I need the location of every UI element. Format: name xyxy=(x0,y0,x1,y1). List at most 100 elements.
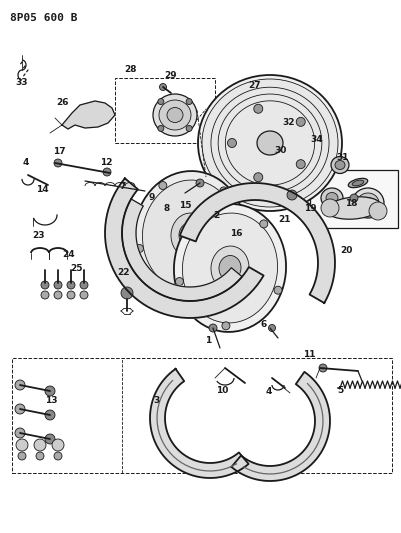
Text: 2: 2 xyxy=(213,212,220,220)
Circle shape xyxy=(175,278,183,286)
Circle shape xyxy=(234,253,242,261)
Ellipse shape xyxy=(142,180,237,290)
Ellipse shape xyxy=(326,192,338,204)
Circle shape xyxy=(15,428,25,438)
Polygon shape xyxy=(180,183,335,303)
Text: 7: 7 xyxy=(119,182,126,191)
Circle shape xyxy=(227,139,237,148)
Ellipse shape xyxy=(257,131,283,155)
Ellipse shape xyxy=(159,100,191,130)
Polygon shape xyxy=(122,199,242,301)
Text: 1: 1 xyxy=(205,336,212,344)
Text: 12: 12 xyxy=(100,158,113,167)
Text: 34: 34 xyxy=(310,135,323,144)
Circle shape xyxy=(186,99,192,104)
Circle shape xyxy=(274,286,282,294)
Text: 29: 29 xyxy=(164,71,177,80)
Circle shape xyxy=(254,173,263,182)
Circle shape xyxy=(287,190,297,200)
Circle shape xyxy=(80,291,88,299)
Ellipse shape xyxy=(352,188,384,218)
Bar xyxy=(115,78,215,143)
Circle shape xyxy=(41,281,49,289)
Circle shape xyxy=(15,404,25,414)
Text: 4: 4 xyxy=(23,158,29,167)
Text: 14: 14 xyxy=(36,185,49,193)
Text: 17: 17 xyxy=(53,147,66,156)
Circle shape xyxy=(136,245,144,253)
Text: 23: 23 xyxy=(32,231,45,240)
Ellipse shape xyxy=(202,79,338,207)
Circle shape xyxy=(80,281,88,289)
Circle shape xyxy=(15,380,25,390)
Bar xyxy=(310,170,398,228)
Circle shape xyxy=(350,194,358,202)
Bar xyxy=(12,358,392,473)
Text: 26: 26 xyxy=(56,98,69,107)
Circle shape xyxy=(121,287,133,299)
Polygon shape xyxy=(105,179,263,318)
Text: 10: 10 xyxy=(217,386,229,394)
Circle shape xyxy=(34,439,46,451)
Text: 27: 27 xyxy=(248,81,261,90)
Ellipse shape xyxy=(167,108,183,123)
Circle shape xyxy=(260,220,268,228)
Circle shape xyxy=(54,159,62,167)
Circle shape xyxy=(158,125,164,132)
Text: 25: 25 xyxy=(71,264,83,272)
Text: 5: 5 xyxy=(337,386,343,394)
Ellipse shape xyxy=(153,94,197,136)
Ellipse shape xyxy=(326,197,381,219)
Text: 16: 16 xyxy=(230,229,243,238)
Text: 33: 33 xyxy=(16,78,28,87)
Text: 32: 32 xyxy=(282,118,295,127)
Ellipse shape xyxy=(219,255,241,280)
Circle shape xyxy=(199,215,207,223)
Circle shape xyxy=(186,125,192,132)
Circle shape xyxy=(159,182,167,190)
Text: 30: 30 xyxy=(275,146,287,155)
Circle shape xyxy=(54,452,62,460)
Text: 28: 28 xyxy=(124,65,137,74)
Circle shape xyxy=(67,291,75,299)
Ellipse shape xyxy=(174,204,286,332)
Ellipse shape xyxy=(352,180,364,186)
Text: 13: 13 xyxy=(45,397,58,405)
Ellipse shape xyxy=(198,75,342,211)
Circle shape xyxy=(269,325,275,332)
Circle shape xyxy=(296,160,305,168)
Text: 19: 19 xyxy=(304,205,317,213)
Circle shape xyxy=(103,168,111,176)
Polygon shape xyxy=(62,101,115,129)
Text: 8P05 600 B: 8P05 600 B xyxy=(10,13,77,23)
Circle shape xyxy=(18,452,26,460)
Circle shape xyxy=(16,439,28,451)
Circle shape xyxy=(222,322,230,330)
Circle shape xyxy=(209,324,217,332)
Text: 22: 22 xyxy=(117,269,130,277)
Ellipse shape xyxy=(348,179,368,188)
Text: 8: 8 xyxy=(163,205,170,213)
Text: 4: 4 xyxy=(265,387,272,396)
Circle shape xyxy=(45,386,55,396)
Text: 6: 6 xyxy=(261,320,267,328)
Circle shape xyxy=(45,434,55,444)
Circle shape xyxy=(54,281,62,289)
Text: 24: 24 xyxy=(62,251,75,259)
Circle shape xyxy=(41,291,49,299)
Ellipse shape xyxy=(357,193,379,213)
Circle shape xyxy=(254,104,263,113)
Ellipse shape xyxy=(331,157,349,174)
Polygon shape xyxy=(150,369,249,478)
Circle shape xyxy=(160,84,166,91)
Circle shape xyxy=(296,117,305,126)
Circle shape xyxy=(36,452,44,460)
Circle shape xyxy=(321,199,339,217)
Text: 9: 9 xyxy=(148,193,155,201)
Ellipse shape xyxy=(321,188,343,208)
Circle shape xyxy=(319,364,327,372)
Text: 15: 15 xyxy=(179,201,192,209)
Bar xyxy=(182,282,198,290)
Circle shape xyxy=(45,410,55,420)
Circle shape xyxy=(67,281,75,289)
